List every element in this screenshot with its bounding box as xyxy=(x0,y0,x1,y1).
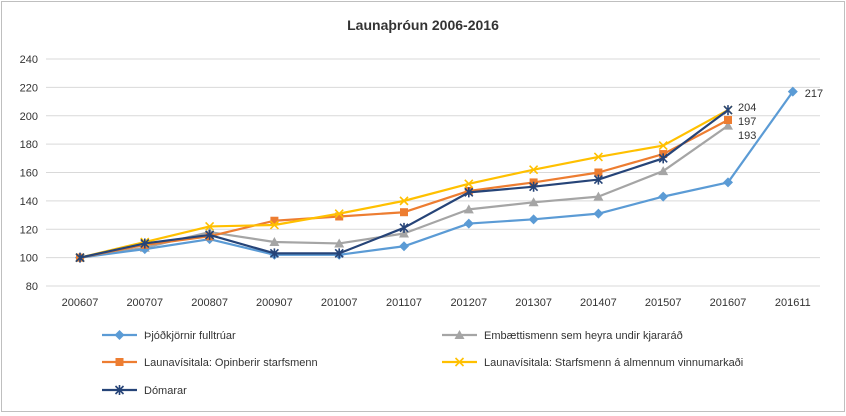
legend-marker xyxy=(115,358,124,366)
chart-title: Launaþróun 2006-2016 xyxy=(347,17,499,33)
data-point xyxy=(75,252,85,263)
y-tick-label: 80 xyxy=(26,281,38,293)
data-point xyxy=(334,209,344,219)
legend-label: Launavísitala: Opinberir starfsmenn xyxy=(144,357,318,369)
x-tick-label: 200907 xyxy=(256,297,293,309)
data-point xyxy=(528,197,539,207)
x-tick-label: 201007 xyxy=(321,297,358,309)
data-point xyxy=(529,165,539,175)
y-tick-label: 200 xyxy=(20,111,38,123)
x-tick-label: 201407 xyxy=(580,297,617,309)
x-tick-label: 201507 xyxy=(645,297,682,309)
data-point xyxy=(269,220,279,230)
data-point xyxy=(593,191,604,201)
data-point xyxy=(334,248,344,259)
data-point xyxy=(334,238,345,248)
data-point xyxy=(463,218,474,229)
data-point xyxy=(658,191,669,202)
legend-label: Launavísitala: Starfsmenn á almennum vin… xyxy=(484,357,743,369)
data-point xyxy=(400,208,408,217)
data-point xyxy=(399,228,409,238)
data-point xyxy=(658,153,668,164)
data-point xyxy=(399,241,409,252)
x-tick-label: 200707 xyxy=(126,297,163,309)
data-point xyxy=(529,181,539,192)
x-tick-label: 201307 xyxy=(515,297,552,309)
data-point xyxy=(593,152,603,162)
data-point xyxy=(399,196,409,206)
legend-marker xyxy=(454,357,465,367)
data-point xyxy=(658,140,668,151)
data-point xyxy=(724,116,732,125)
x-tick-label: 200607 xyxy=(62,297,99,309)
data-point xyxy=(658,166,669,176)
y-tick-label: 100 xyxy=(20,253,38,265)
series-line xyxy=(79,124,729,259)
legend-label: Embættismenn sem heyra undir kjararáð xyxy=(484,330,683,342)
data-point xyxy=(269,237,280,247)
y-tick-label: 120 xyxy=(20,224,38,236)
data-point xyxy=(270,216,279,225)
data-point xyxy=(528,214,539,225)
y-tick-label: 240 xyxy=(20,54,38,66)
data-label: 197 xyxy=(738,116,756,128)
data-point xyxy=(593,208,604,219)
data-label: 193 xyxy=(738,130,756,142)
data-point xyxy=(594,168,603,177)
x-tick-label: 201611 xyxy=(775,297,811,309)
legend-label: Dómarar xyxy=(144,385,187,397)
x-tick-label: 201207 xyxy=(450,297,487,309)
legend-marker xyxy=(114,330,125,340)
data-point xyxy=(464,187,474,198)
data-point xyxy=(205,229,215,240)
data-point xyxy=(269,248,279,259)
data-point xyxy=(787,86,798,97)
data-point xyxy=(140,238,150,249)
data-point xyxy=(593,174,603,185)
x-tick-label: 200807 xyxy=(191,297,228,309)
series-line xyxy=(79,90,794,259)
data-point xyxy=(463,204,474,214)
line-chart: Launaþróun 2006-2016 80 100 120 140 160 180 200… xyxy=(20,17,824,397)
data-point xyxy=(464,179,474,189)
data-point xyxy=(399,222,409,233)
y-tick-label: 220 xyxy=(20,82,38,94)
data-label: 217 xyxy=(805,88,823,100)
data-point xyxy=(205,221,215,231)
data-point xyxy=(723,120,733,130)
x-tick-label: 201107 xyxy=(386,297,422,309)
data-label: 204 xyxy=(738,102,756,114)
y-tick-label: 180 xyxy=(20,139,38,151)
data-point xyxy=(723,105,733,116)
legend-label: Þjóðkjörnir fulltrúar xyxy=(144,330,236,342)
x-tick-label: 201607 xyxy=(710,297,747,309)
legend-marker xyxy=(114,385,125,395)
data-point xyxy=(335,212,344,221)
data-point xyxy=(723,177,733,188)
y-tick-label: 160 xyxy=(20,168,38,180)
y-tick-label: 140 xyxy=(20,196,38,208)
legend-marker xyxy=(454,330,465,339)
